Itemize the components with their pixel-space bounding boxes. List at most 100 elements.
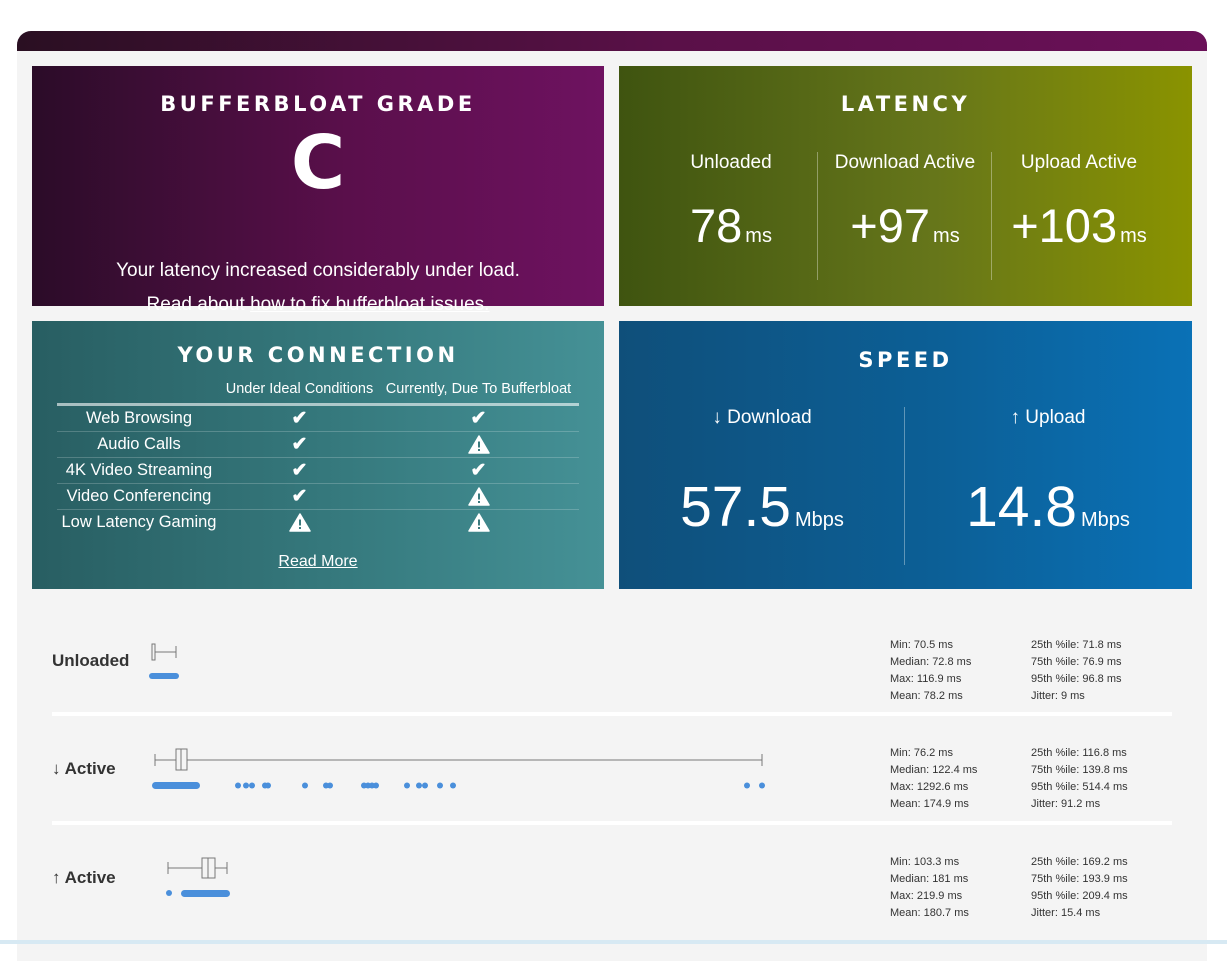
current-status: ✔ bbox=[378, 457, 579, 484]
activity-name: 4K Video Streaming bbox=[57, 457, 221, 484]
header-ideal: Under Ideal Conditions bbox=[221, 381, 378, 406]
stat-jitter: Jitter: 15.4 ms bbox=[1031, 907, 1101, 919]
stat-mean: Mean: 180.7 ms bbox=[890, 907, 969, 919]
ideal-status bbox=[221, 510, 378, 536]
stat-median: Median: 72.8 ms bbox=[890, 656, 972, 668]
read-more-link[interactable]: Read More bbox=[278, 553, 358, 570]
download-value: 57.5 bbox=[680, 475, 792, 539]
latency-divider bbox=[991, 152, 992, 280]
stat-p25: 25th %ile: 116.8 ms bbox=[1031, 747, 1127, 759]
stat-max: Max: 1292.6 ms bbox=[890, 781, 969, 793]
download-unit: Mbps bbox=[795, 509, 844, 531]
latency-divider bbox=[817, 152, 818, 280]
upload-unit: Mbps bbox=[1081, 509, 1130, 531]
row-label: ↓ Active bbox=[52, 759, 116, 778]
stat-min: Min: 70.5 ms bbox=[890, 639, 953, 651]
sample-cluster bbox=[149, 673, 179, 679]
latency-card: LATENCY Unloaded 78 ms Download Active +9… bbox=[619, 66, 1192, 306]
latency-title: LATENCY bbox=[840, 92, 971, 116]
stat-p75: 75th %ile: 76.9 ms bbox=[1031, 656, 1122, 668]
grade-title: BUFFERBLOAT GRADE bbox=[160, 92, 476, 116]
speed-download: ↓ Download 57.5 Mbps bbox=[619, 407, 905, 536]
unloaded-latency-row: Unloaded Min: 70.5 ms Median: 72.8 ms Ma… bbox=[52, 621, 1172, 721]
ideal-status: ✔ bbox=[221, 483, 378, 510]
sample-cluster bbox=[152, 782, 200, 789]
latency-unloaded: Unloaded 78 ms bbox=[644, 152, 818, 249]
stat-min: Min: 103.3 ms bbox=[890, 856, 960, 868]
stat-median: Median: 122.4 ms bbox=[890, 764, 978, 776]
your-connection-card: YOUR CONNECTION Under Ideal Conditions C… bbox=[32, 321, 604, 589]
grade-letter: C bbox=[290, 120, 346, 206]
latency-upload-label: Upload Active bbox=[1020, 152, 1138, 173]
sample-cluster bbox=[181, 890, 230, 897]
row-separator bbox=[52, 712, 1172, 716]
stat-median: Median: 181 ms bbox=[890, 873, 969, 885]
header-band bbox=[17, 31, 1207, 51]
warning-icon bbox=[467, 487, 490, 506]
connection-row: Low Latency Gaming bbox=[57, 510, 579, 536]
header-current: Currently, Due To Bufferbloat bbox=[378, 381, 579, 406]
upload-value: 14.8 bbox=[966, 475, 1078, 539]
current-status: ✔ bbox=[378, 404, 579, 432]
upload-active-boxplot bbox=[166, 857, 230, 897]
latency-upload-value: +103 bbox=[1011, 199, 1118, 252]
speed-divider bbox=[904, 407, 905, 565]
sample-dot bbox=[166, 890, 172, 896]
connection-table: Under Ideal Conditions Currently, Due To… bbox=[57, 381, 579, 535]
connection-row: Audio Calls ✔ bbox=[57, 431, 579, 458]
current-status bbox=[378, 483, 579, 510]
check-icon: ✔ bbox=[470, 460, 487, 481]
bottom-strip bbox=[0, 940, 1227, 944]
stat-min: Min: 76.2 ms bbox=[890, 747, 953, 759]
connection-row: Web Browsing ✔ ✔ bbox=[57, 404, 579, 432]
check-icon: ✔ bbox=[470, 408, 487, 429]
current-status bbox=[378, 431, 579, 458]
download-label: ↓ Download bbox=[712, 407, 812, 428]
fix-bufferbloat-link[interactable]: how to fix bufferbloat issues. bbox=[250, 294, 490, 315]
speed-card: SPEED ↓ Download 57.5 Mbps ↑ Upload 14.8 M… bbox=[619, 321, 1192, 589]
connection-row: 4K Video Streaming ✔ ✔ bbox=[57, 457, 579, 484]
stat-p95: 95th %ile: 96.8 ms bbox=[1031, 673, 1122, 685]
iqr-box bbox=[151, 643, 156, 661]
grade-message: Your latency increased considerably unde… bbox=[116, 260, 520, 281]
ideal-status: ✔ bbox=[221, 457, 378, 484]
latency-unloaded-value: 78 bbox=[690, 199, 743, 252]
warning-icon bbox=[467, 513, 490, 532]
speed-title: SPEED bbox=[858, 348, 953, 372]
connection-title: YOUR CONNECTION bbox=[177, 343, 459, 367]
check-icon: ✔ bbox=[291, 460, 308, 481]
stat-mean: Mean: 78.2 ms bbox=[890, 690, 963, 702]
stat-p25: 25th %ile: 169.2 ms bbox=[1031, 856, 1128, 868]
warning-icon bbox=[467, 435, 490, 454]
stat-p95: 95th %ile: 514.4 ms bbox=[1031, 781, 1128, 793]
stat-max: Max: 219.9 ms bbox=[890, 890, 963, 902]
upload-active-latency-row: ↑ Active Min: 103.3 ms Median: 181 ms Ma… bbox=[52, 838, 1172, 938]
stat-p25: 25th %ile: 71.8 ms bbox=[1031, 639, 1122, 651]
upload-label: ↑ Upload bbox=[1010, 407, 1086, 428]
read-more: Read More bbox=[32, 553, 604, 571]
latency-unloaded-unit: ms bbox=[745, 225, 772, 247]
latency-upload-unit: ms bbox=[1120, 225, 1147, 247]
check-icon: ✔ bbox=[291, 434, 308, 455]
warning-icon bbox=[288, 513, 311, 532]
read-about-prefix: Read about bbox=[146, 294, 251, 315]
activity-name: Audio Calls bbox=[57, 431, 221, 458]
check-icon: ✔ bbox=[291, 408, 308, 429]
latency-upload-active: Upload Active +103 ms bbox=[992, 152, 1166, 249]
grade-read-about: Read about how to fix bufferbloat issues… bbox=[32, 294, 604, 316]
activity-name: Video Conferencing bbox=[57, 483, 221, 510]
connection-row: Video Conferencing ✔ bbox=[57, 483, 579, 510]
row-label: ↑ Active bbox=[52, 868, 116, 887]
latency-download-unit: ms bbox=[933, 225, 960, 247]
latency-download-label: Download Active bbox=[834, 152, 976, 173]
ideal-status: ✔ bbox=[221, 404, 378, 432]
latency-download-active: Download Active +97 ms bbox=[818, 152, 992, 249]
unloaded-boxplot bbox=[149, 643, 179, 679]
stat-max: Max: 116.9 ms bbox=[890, 673, 962, 685]
results-panel: BUFFERBLOAT GRADE C Your latency increas… bbox=[17, 31, 1207, 961]
latency-unloaded-label: Unloaded bbox=[690, 152, 772, 173]
row-label: Unloaded bbox=[52, 651, 130, 670]
current-status bbox=[378, 510, 579, 536]
ideal-status: ✔ bbox=[221, 431, 378, 458]
bufferbloat-grade-card: BUFFERBLOAT GRADE C Your latency increas… bbox=[32, 66, 604, 315]
